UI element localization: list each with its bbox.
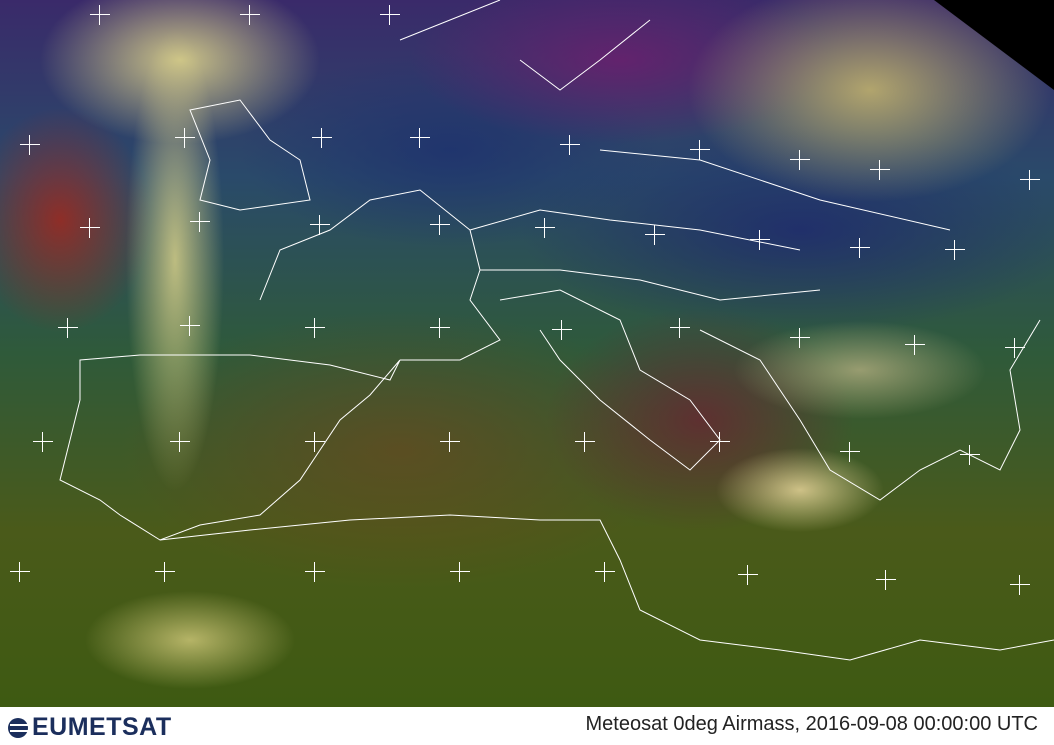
image-caption: Meteosat 0deg Airmass, 2016-09-08 00:00:… <box>585 713 1038 735</box>
graticule-cross <box>80 218 100 238</box>
eumetsat-logo-icon <box>8 717 28 738</box>
logo-text: EUMETSAT <box>32 713 172 741</box>
coastlines <box>0 0 1054 707</box>
graticule-cross <box>58 318 78 338</box>
graticule-cross <box>1020 170 1040 190</box>
graticule-cross <box>960 445 980 465</box>
coastline-scandinavia <box>399 0 651 91</box>
graticule-cross <box>10 562 30 582</box>
graticule-cross <box>90 5 110 25</box>
border-lines <box>469 149 951 301</box>
graticule-cross <box>840 442 860 462</box>
space-background <box>934 0 1054 90</box>
graticule-cross <box>240 5 260 25</box>
satellite-image <box>0 0 1054 707</box>
graticule-cross <box>750 230 770 250</box>
graticule-cross <box>170 432 190 452</box>
graticule-cross <box>190 212 210 232</box>
graticule-cross <box>305 432 325 452</box>
coastline-balkans <box>699 319 1041 501</box>
graticule-cross <box>560 135 580 155</box>
graticule-cross <box>312 128 332 148</box>
graticule-cross <box>870 160 890 180</box>
graticule-cross <box>33 432 53 452</box>
graticule-cross <box>535 218 555 238</box>
graticule-cross <box>905 335 925 355</box>
graticule-cross <box>595 562 615 582</box>
coastline-france <box>259 189 501 361</box>
graticule-cross <box>410 128 430 148</box>
graticule-cross <box>175 128 195 148</box>
graticule-cross <box>790 150 810 170</box>
graticule-cross <box>670 318 690 338</box>
graticule-cross <box>310 215 330 235</box>
graticule-cross <box>850 238 870 258</box>
graticule-cross <box>430 215 450 235</box>
graticule-cross <box>450 562 470 582</box>
eumetsat-logo: EUMETSAT <box>6 713 172 742</box>
graticule-cross <box>180 316 200 336</box>
graticule-cross <box>790 328 810 348</box>
graticule-cross <box>430 318 450 338</box>
coastline-iberia <box>59 354 401 541</box>
graticule-cross <box>552 320 572 340</box>
graticule-cross <box>155 562 175 582</box>
graticule-cross <box>305 318 325 338</box>
graticule-cross <box>645 225 665 245</box>
coastline-italy <box>499 289 721 471</box>
graticule-cross <box>380 5 400 25</box>
graticule-cross <box>945 240 965 260</box>
graticule-cross <box>20 135 40 155</box>
graticule-cross <box>876 570 896 590</box>
graticule-cross <box>738 565 758 585</box>
graticule-cross <box>690 140 710 160</box>
footer-bar: EUMETSAT Meteosat 0deg Airmass, 2016-09-… <box>0 707 1054 745</box>
coastline-britain <box>189 99 311 211</box>
graticule-cross <box>440 432 460 452</box>
coastline-africa <box>159 514 1054 661</box>
graticule-cross <box>1005 338 1025 358</box>
graticule-cross <box>305 562 325 582</box>
graticule-cross <box>710 432 730 452</box>
graticule-cross <box>575 432 595 452</box>
graticule-cross <box>1010 575 1030 595</box>
